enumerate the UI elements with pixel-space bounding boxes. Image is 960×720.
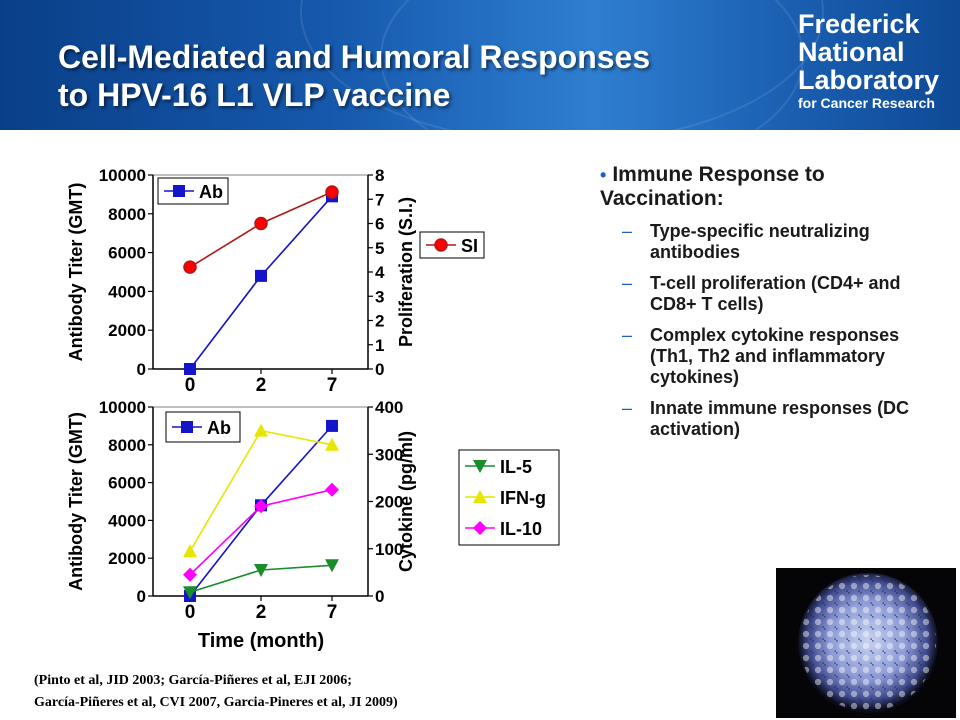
bullet-main: • Immune Response to Vaccination: (600, 163, 920, 211)
data-point-il-10 (183, 567, 197, 582)
left-y-tick-label: 6000 (108, 474, 146, 493)
logo-line4: for Cancer Research (798, 95, 935, 111)
right-y-tick-label: 8 (375, 166, 384, 185)
right-y-tick-label: 100 (375, 540, 403, 559)
legend-label: SI (461, 236, 478, 256)
right-y-tick-label: 7 (375, 190, 384, 209)
left-y-tick-label: 6000 (108, 244, 146, 263)
reference-line2: García-Piñeres et al, CVI 2007, Garcia-P… (34, 695, 398, 710)
x-tick-label: 0 (185, 602, 196, 623)
slide-title-line2: to HPV-16 L1 VLP vaccine (58, 77, 451, 113)
x-tick-label: 2 (256, 375, 267, 396)
dash-icon: – (622, 273, 633, 293)
data-point-si (254, 216, 268, 231)
dash-icon: – (622, 221, 633, 241)
data-point-ifn-g (183, 544, 197, 558)
data-point-ab (184, 363, 196, 375)
right-y-tick-label: 6 (375, 215, 384, 234)
right-axis-title: Proliferation (S.I.) (396, 197, 416, 347)
right-y-tick-label: 200 (375, 493, 403, 512)
sub-bullet-item: – T-cell proliferation (CD4+ and CD8+ T c… (622, 273, 920, 315)
right-y-tick-label: 5 (375, 239, 384, 258)
data-point-ifn-g (254, 423, 268, 437)
frederick-logo: Frederick National Laboratory for Cancer… (798, 10, 948, 112)
bullet-dot-icon: • (600, 165, 607, 185)
x-tick-label: 7 (327, 375, 338, 396)
left-y-tick-label: 2000 (108, 321, 146, 340)
x-tick-label: 7 (327, 602, 338, 623)
x-tick-label: 0 (185, 375, 196, 396)
legend-marker-si (434, 238, 448, 252)
legend-marker-ifn-g (473, 490, 487, 503)
sub-bullet-item: – Type-specific neutralizing antibodies (622, 221, 920, 263)
left-y-tick-label: 2000 (108, 549, 146, 568)
vlp-micrograph (776, 568, 956, 718)
bullet-list: • Immune Response to Vaccination: – Type-s… (600, 163, 920, 450)
legend-marker-il-5 (473, 460, 487, 473)
legend-label: Ab (199, 182, 223, 202)
sub-bullet-text: Type-specific neutralizing antibodies (650, 221, 870, 262)
right-y-tick-label: 3 (375, 287, 384, 306)
logo-line3: Laboratory (798, 65, 940, 95)
right-y-tick-label: 400 (375, 398, 403, 417)
right-y-tick-label: 0 (375, 587, 384, 606)
right-y-tick-label: 300 (375, 445, 403, 464)
logo-line2: National (798, 37, 905, 67)
data-point-si (183, 260, 197, 274)
right-axis-title: Cytokine (pg/ml) (396, 431, 416, 572)
right-y-tick-label: 4 (375, 263, 385, 282)
title-banner: Cell-Mediated and Humoral Responses to H… (0, 0, 960, 130)
data-point-ab (326, 419, 338, 432)
sub-bullets: – Type-specific neutralizing antibodies –… (622, 221, 920, 440)
data-point-il-10 (325, 482, 339, 497)
slide-title-line1: Cell-Mediated and Humoral Responses (58, 39, 651, 75)
slide-title: Cell-Mediated and Humoral Responses to H… (58, 38, 650, 114)
data-point-il-5 (325, 559, 339, 573)
x-axis-title: Time (month) (198, 630, 324, 652)
sub-bullet-item: – Complex cytokine responses (Th1, Th2 an… (622, 325, 920, 388)
legend-label: Ab (207, 418, 231, 438)
data-point-il-5 (254, 564, 268, 578)
dash-icon: – (622, 398, 633, 418)
banner-swirl (380, 0, 804, 130)
sub-bullet-text: Complex cytokine responses (Th1, Th2 and… (650, 325, 900, 387)
x-tick-label: 2 (256, 602, 267, 623)
vlp-capsomeres (800, 575, 936, 711)
left-axis-title: Antibody Titer (GMT) (66, 412, 86, 591)
left-y-tick-label: 8000 (108, 436, 146, 455)
data-point-il-10 (254, 499, 268, 514)
right-y-tick-label: 2 (375, 312, 384, 331)
reference-line1: (Pinto et al, JID 2003; García-Piñeres e… (34, 673, 352, 688)
bullet-main-text: Immune Response to Vaccination: (600, 163, 825, 210)
left-y-tick-label: 0 (137, 360, 146, 379)
legend-label: IFN-g (500, 488, 546, 508)
legend-marker-il-10 (473, 521, 487, 535)
left-y-tick-label: 8000 (108, 205, 146, 224)
right-y-tick-label: 1 (375, 336, 384, 355)
dash-icon: – (622, 325, 633, 345)
left-y-tick-label: 10000 (99, 166, 146, 185)
sub-bullet-item: – Innate immune responses (DC activation) (622, 398, 920, 440)
legend-label: IL-5 (500, 457, 532, 477)
right-y-tick-label: 0 (375, 360, 384, 379)
data-point-ifn-g (325, 437, 339, 451)
legend-label: IL-10 (500, 519, 542, 539)
left-y-tick-label: 4000 (108, 511, 146, 530)
data-point-ab (255, 269, 267, 282)
vlp-particle-image (798, 573, 938, 713)
data-point-il-5 (183, 586, 197, 600)
data-point-si (325, 185, 339, 199)
left-y-tick-label: 0 (137, 587, 146, 606)
sub-bullet-text: Innate immune responses (DC activation) (650, 398, 910, 439)
left-y-tick-label: 10000 (99, 398, 146, 417)
left-axis-title: Antibody Titer (GMT) (66, 183, 86, 362)
legend-marker-ab (181, 421, 193, 433)
logo-line1: Frederick (798, 9, 920, 39)
legend-marker-ab (173, 185, 185, 197)
references: (Pinto et al, JID 2003; García-Piñeres e… (34, 670, 398, 714)
sub-bullet-text: T-cell proliferation (CD4+ and CD8+ T ce… (650, 273, 901, 314)
left-y-tick-label: 4000 (108, 282, 146, 301)
